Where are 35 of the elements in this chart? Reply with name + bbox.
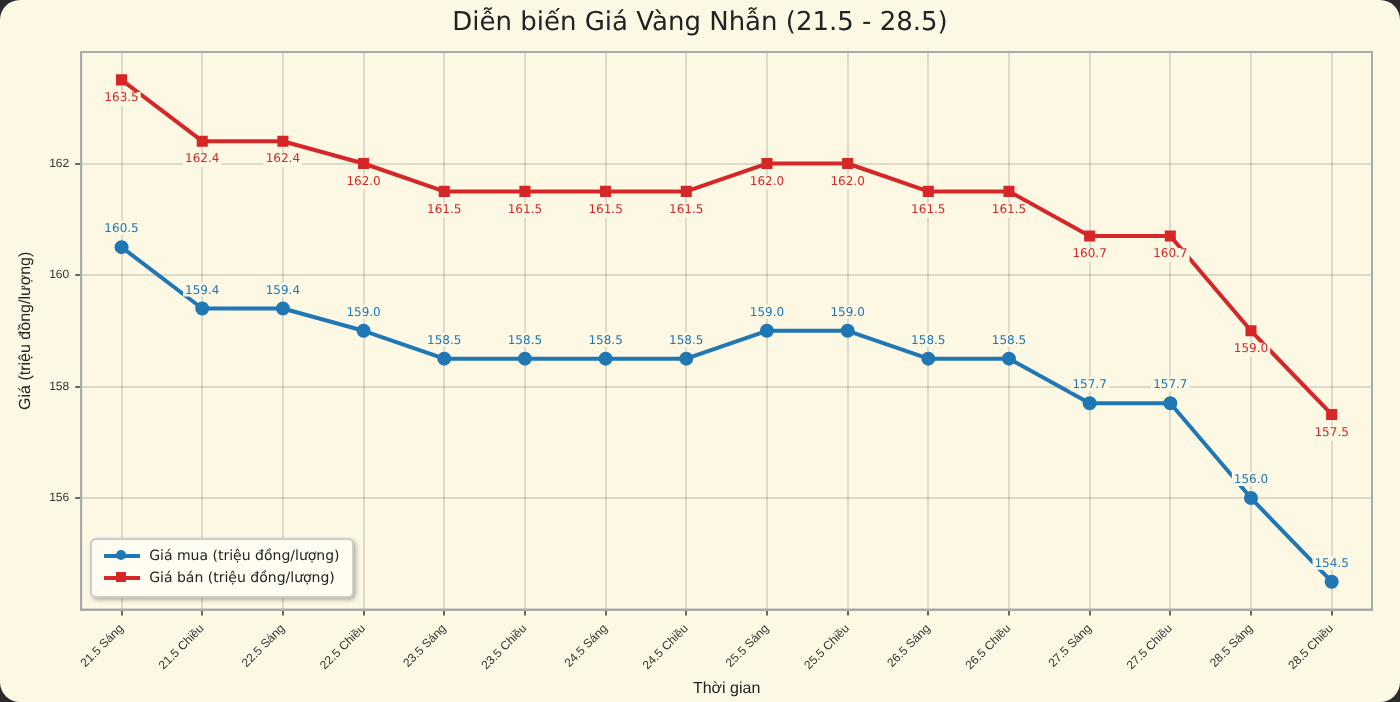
point — [195, 301, 210, 316]
point — [680, 185, 692, 197]
point — [840, 323, 855, 338]
point — [1164, 230, 1176, 242]
point — [922, 185, 934, 197]
point — [921, 351, 936, 366]
point — [600, 185, 612, 197]
point — [517, 351, 532, 366]
point — [759, 323, 774, 338]
point — [842, 157, 854, 170]
point — [761, 157, 773, 170]
point — [356, 323, 371, 338]
point — [1001, 351, 1016, 366]
chart-title: Diễn biến Giá Vàng Nhẫn (21.5 - 28.5) — [450, 8, 950, 38]
point — [196, 135, 208, 147]
point — [679, 351, 694, 366]
point — [116, 74, 128, 86]
point — [358, 157, 370, 170]
point — [114, 240, 129, 255]
point — [1084, 230, 1096, 242]
point — [1003, 185, 1015, 197]
point — [437, 351, 452, 366]
y-axis-title: Giá (triệu đồng/lượng) — [16, 251, 35, 410]
point — [277, 135, 289, 147]
point — [1245, 325, 1257, 337]
point — [438, 185, 450, 197]
point — [1163, 396, 1178, 411]
point — [1243, 491, 1258, 506]
point — [1324, 574, 1339, 589]
point — [275, 301, 290, 316]
point — [598, 351, 613, 366]
point — [519, 185, 531, 197]
x-axis-title: Thời gian — [692, 678, 761, 697]
point — [1326, 408, 1338, 420]
point — [1082, 396, 1097, 411]
